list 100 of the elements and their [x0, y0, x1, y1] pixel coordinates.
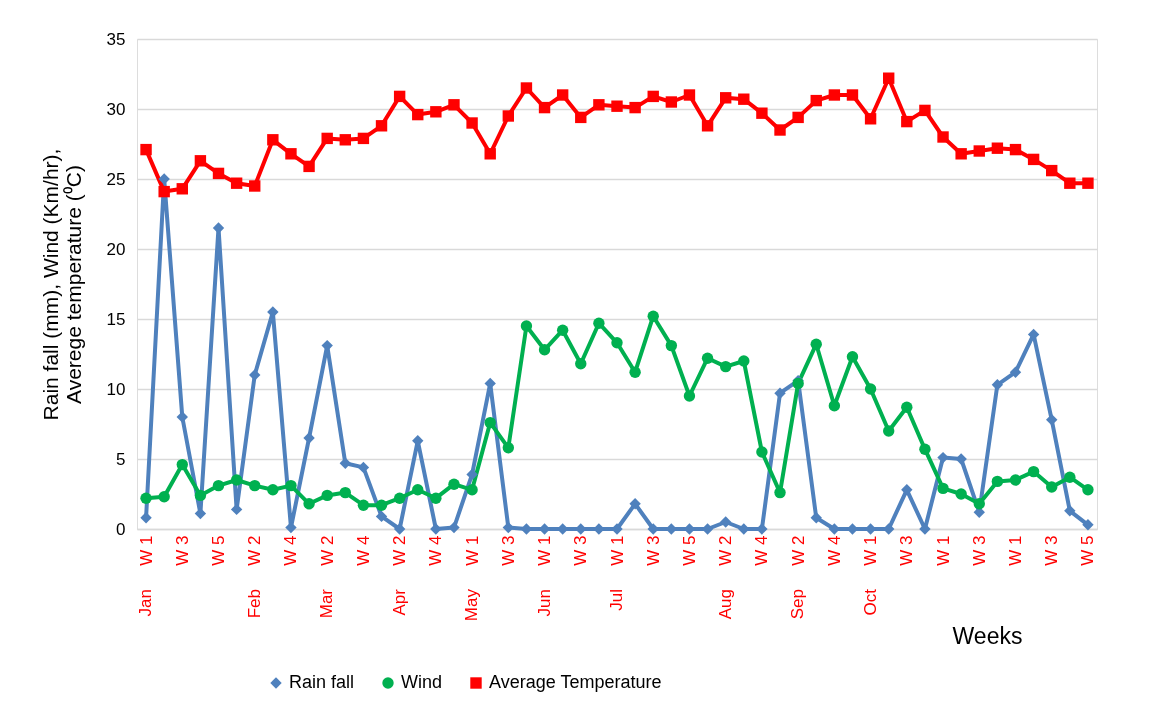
point	[140, 512, 152, 524]
point	[955, 453, 967, 465]
point	[158, 491, 170, 503]
point	[611, 337, 623, 349]
y-tick-label: 0	[116, 519, 126, 539]
point	[864, 383, 877, 395]
x-tick-label: W 1	[1005, 535, 1025, 566]
category-label: W 1 Oct	[860, 535, 881, 616]
point	[1046, 164, 1058, 177]
category-label: W 2 Apr	[389, 535, 410, 616]
point	[955, 148, 967, 160]
x-tick-label: W 3	[969, 535, 989, 566]
legend-label: Rain fall	[289, 672, 355, 692]
point	[502, 442, 515, 454]
point	[194, 489, 207, 502]
point	[991, 379, 1004, 391]
point	[158, 173, 170, 185]
point	[375, 510, 388, 523]
point	[883, 425, 895, 437]
x-tick-label: W 4	[426, 535, 446, 566]
point	[412, 484, 424, 496]
point	[792, 111, 804, 124]
point	[140, 143, 152, 156]
point	[303, 498, 315, 510]
point	[412, 108, 424, 121]
point	[701, 352, 714, 364]
point	[176, 458, 188, 471]
point	[629, 366, 641, 378]
point	[919, 104, 931, 117]
point	[683, 390, 696, 402]
point	[176, 183, 188, 195]
point	[556, 324, 569, 336]
point	[357, 132, 370, 145]
point	[1064, 471, 1076, 483]
point	[393, 492, 406, 504]
point	[1082, 484, 1094, 496]
point	[629, 498, 641, 510]
x-tick-label: W 5	[1078, 535, 1098, 566]
point	[991, 142, 1004, 154]
point	[810, 512, 822, 524]
point	[249, 369, 261, 381]
y-tick-label: 20	[106, 239, 126, 259]
point	[1082, 519, 1094, 531]
point	[1064, 505, 1076, 517]
point	[901, 115, 913, 128]
point	[230, 474, 243, 486]
point	[321, 132, 333, 145]
x-tick-label: W 3	[172, 535, 192, 566]
x-tick-label: W 5	[679, 535, 699, 566]
point	[249, 479, 261, 492]
point	[502, 110, 515, 122]
point	[393, 523, 406, 535]
point	[919, 443, 931, 455]
category-label: W 1 Jan	[136, 535, 156, 617]
point	[520, 320, 533, 332]
point	[466, 117, 478, 129]
point	[212, 479, 225, 492]
point	[683, 89, 696, 101]
point	[212, 167, 225, 180]
point	[738, 355, 750, 367]
point	[846, 89, 859, 101]
point	[901, 484, 913, 496]
point	[285, 479, 297, 492]
legend-label: Wind	[401, 672, 443, 692]
point	[756, 446, 768, 458]
x-tick-label: W 4	[281, 535, 301, 566]
x-tick-label: W 3	[498, 535, 518, 566]
category-label: W 2 Mar	[317, 535, 337, 619]
point	[267, 484, 279, 496]
x-tick-label: W 5	[209, 535, 229, 566]
x-tick-label: W 3	[571, 535, 591, 566]
y-tick-label: 5	[116, 449, 126, 469]
point	[267, 134, 279, 146]
point	[303, 432, 315, 444]
y-tick-label: 25	[106, 169, 126, 189]
point	[756, 107, 768, 119]
point	[430, 523, 442, 535]
point	[846, 351, 859, 363]
legend-label: Average Temperature	[489, 672, 662, 692]
point	[339, 457, 351, 469]
point	[593, 317, 605, 329]
point	[665, 339, 678, 352]
point	[1009, 474, 1022, 486]
point	[973, 498, 985, 510]
point	[1009, 366, 1022, 378]
point	[955, 488, 967, 500]
point	[375, 120, 388, 132]
point	[774, 486, 786, 499]
point	[249, 180, 261, 192]
point	[810, 338, 822, 350]
point	[719, 92, 732, 104]
point	[719, 360, 732, 373]
point	[484, 148, 496, 160]
point	[593, 99, 605, 111]
point	[556, 89, 569, 101]
point	[538, 101, 551, 114]
point	[738, 93, 750, 105]
category-label: W 2 Feb	[244, 535, 265, 619]
category-label: W 1 Jun	[534, 535, 555, 617]
point	[194, 155, 207, 167]
